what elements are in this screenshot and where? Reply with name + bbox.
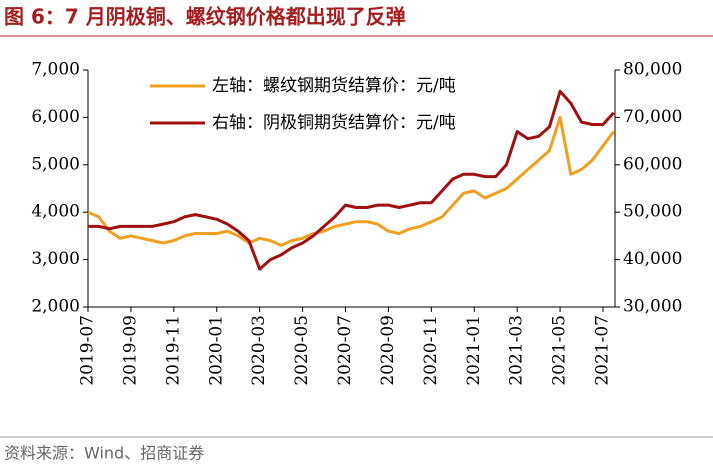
- x-tick-label: 2021-05: [550, 315, 570, 386]
- source-note: 资料来源：Wind、招商证券: [4, 444, 204, 463]
- x-tick-label: 2020-09: [378, 315, 398, 386]
- x-tick-label: 2019-09: [120, 315, 140, 386]
- x-tick-label: 2020-05: [292, 315, 312, 386]
- y2-tick-label: 40,000: [623, 249, 682, 269]
- y2-tick-label: 30,000: [623, 297, 682, 317]
- y-tick-label: 3,000: [31, 249, 80, 269]
- x-tick-label: 2019-11: [163, 315, 183, 386]
- x-tick-label: 2019-07: [78, 315, 98, 386]
- x-tick-label: 2021-07: [593, 315, 613, 386]
- x-tick-label: 2021-03: [507, 315, 527, 386]
- y-tick-label: 4,000: [31, 202, 80, 222]
- legend-label: 左轴：螺纹钢期货结算价：元/吨: [212, 76, 456, 96]
- y-tick-label: 6,000: [31, 107, 80, 127]
- y-tick-label: 5,000: [31, 154, 80, 174]
- legend-label: 右轴：阴极铜期货结算价：元/吨: [212, 113, 456, 133]
- y-tick-label: 2,000: [31, 297, 80, 317]
- x-tick-label: 2021-01: [464, 315, 484, 386]
- x-tick-label: 2020-03: [249, 315, 269, 386]
- chart-title: 图 6：7 月阴极铜、螺纹钢价格都出现了反弹: [4, 5, 406, 29]
- y-tick-label: 7,000: [31, 60, 80, 80]
- y2-tick-label: 70,000: [623, 107, 682, 127]
- line-series: [88, 89, 615, 271]
- y2-tick-label: 80,000: [623, 60, 682, 80]
- line-series: [87, 115, 615, 247]
- y2-tick-label: 60,000: [623, 154, 682, 174]
- x-tick-label: 2020-01: [206, 315, 226, 386]
- y2-tick-label: 50,000: [623, 202, 682, 222]
- x-tick-label: 2020-07: [335, 315, 355, 386]
- x-tick-label: 2020-11: [421, 315, 441, 386]
